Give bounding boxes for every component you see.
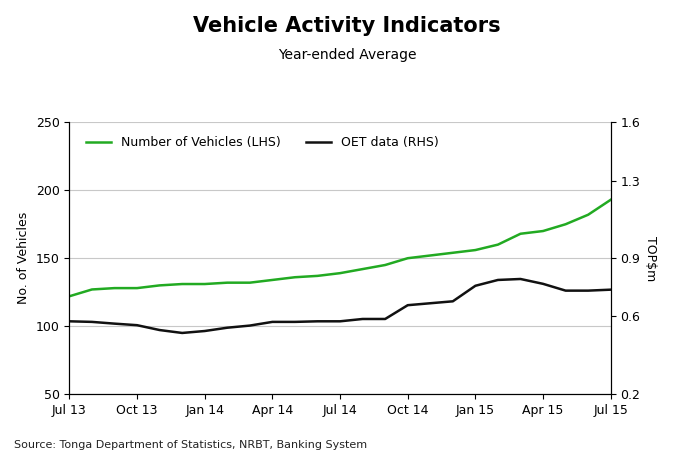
OET data (RHS) (471, 283, 480, 289)
OET data (RHS) (291, 319, 299, 325)
OET data (RHS) (584, 288, 592, 294)
OET data (RHS) (178, 330, 186, 336)
OET data (RHS) (155, 328, 164, 333)
OET data (RHS) (494, 277, 502, 283)
Number of Vehicles (LHS) (87, 287, 96, 292)
Number of Vehicles (LHS) (133, 285, 142, 291)
OET data (RHS) (110, 321, 119, 326)
Text: Source: Tonga Department of Statistics, NRBT, Banking System: Source: Tonga Department of Statistics, … (14, 440, 367, 450)
Number of Vehicles (LHS) (607, 197, 615, 202)
Number of Vehicles (LHS) (291, 275, 299, 280)
OET data (RHS) (313, 318, 321, 324)
OET data (RHS) (268, 319, 276, 325)
Number of Vehicles (LHS) (426, 253, 434, 258)
Y-axis label: No. of Vehicles: No. of Vehicles (17, 212, 31, 304)
Number of Vehicles (LHS) (471, 247, 480, 253)
OET data (RHS) (201, 328, 209, 334)
Number of Vehicles (LHS) (246, 280, 254, 285)
OET data (RHS) (246, 323, 254, 328)
OET data (RHS) (607, 287, 615, 292)
OET data (RHS) (87, 319, 96, 325)
OET data (RHS) (336, 318, 344, 324)
Text: Year-ended Average: Year-ended Average (278, 48, 416, 62)
Number of Vehicles (LHS) (178, 281, 186, 287)
OET data (RHS) (448, 299, 457, 304)
OET data (RHS) (223, 325, 231, 330)
Number of Vehicles (LHS) (358, 266, 366, 272)
Number of Vehicles (LHS) (404, 255, 412, 261)
OET data (RHS) (404, 303, 412, 308)
Number of Vehicles (LHS) (65, 294, 74, 299)
Number of Vehicles (LHS) (539, 228, 547, 234)
Y-axis label: TOP$m: TOP$m (644, 236, 657, 281)
OET data (RHS) (426, 300, 434, 306)
Number of Vehicles (LHS) (201, 281, 209, 287)
Text: Vehicle Activity Indicators: Vehicle Activity Indicators (193, 16, 501, 36)
Number of Vehicles (LHS) (381, 262, 389, 268)
Number of Vehicles (LHS) (110, 285, 119, 291)
OET data (RHS) (358, 316, 366, 322)
OET data (RHS) (561, 288, 570, 294)
Number of Vehicles (LHS) (516, 231, 525, 236)
Number of Vehicles (LHS) (584, 212, 592, 217)
Number of Vehicles (LHS) (223, 280, 231, 285)
Number of Vehicles (LHS) (313, 273, 321, 279)
Number of Vehicles (LHS) (448, 250, 457, 255)
Line: OET data (RHS): OET data (RHS) (69, 279, 611, 333)
Number of Vehicles (LHS) (336, 270, 344, 276)
Number of Vehicles (LHS) (155, 283, 164, 288)
OET data (RHS) (539, 281, 547, 287)
Number of Vehicles (LHS) (561, 222, 570, 227)
Legend: Number of Vehicles (LHS), OET data (RHS): Number of Vehicles (LHS), OET data (RHS) (81, 131, 443, 154)
Line: Number of Vehicles (LHS): Number of Vehicles (LHS) (69, 200, 611, 296)
OET data (RHS) (516, 276, 525, 282)
OET data (RHS) (381, 316, 389, 322)
Number of Vehicles (LHS) (494, 242, 502, 247)
OET data (RHS) (133, 323, 142, 328)
OET data (RHS) (65, 318, 74, 324)
Number of Vehicles (LHS) (268, 277, 276, 283)
